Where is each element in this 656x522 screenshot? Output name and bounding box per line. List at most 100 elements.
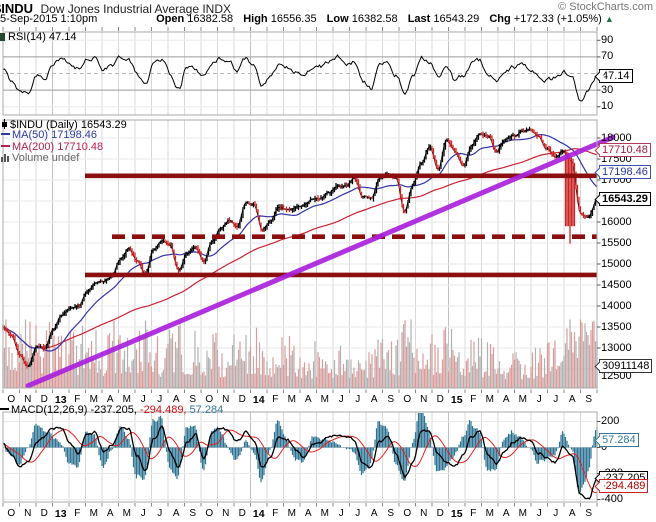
chg-value: +172.33 (+1.05%) <box>513 13 602 25</box>
x-axis-month-label: O <box>403 507 412 519</box>
x-axis-month-label: N <box>24 507 32 519</box>
x-axis-month-label: F <box>470 394 477 405</box>
x-axis-month-label: D <box>40 507 48 519</box>
legend-item-label: $INDU (Daily) 16543.29 <box>10 119 127 131</box>
x-axis-month-label: A <box>370 394 378 405</box>
price-axis-tick-label: 15500 <box>601 236 632 249</box>
x-axis-month-label: S <box>387 507 395 519</box>
x-axis-month-label: D <box>436 394 444 405</box>
x-axis-month-label: M <box>287 394 296 405</box>
x-axis-month-label: 14 <box>252 507 265 520</box>
x-axis-month-label: S <box>585 507 593 519</box>
price-axis-tick-label: 14000 <box>601 299 632 312</box>
x-axis-month-label: O <box>403 394 412 405</box>
quote-open: Open 16382.58 <box>156 13 233 25</box>
x-axis-month-label: J <box>355 507 361 519</box>
x-axis-month-label: 15 <box>450 394 463 406</box>
ma50-line <box>2 133 598 352</box>
open-label: Open <box>156 13 185 25</box>
x-axis-month-label: A <box>304 507 312 519</box>
macd-axis-tick-label: -400 <box>601 493 624 505</box>
volume-bars-icon <box>1 152 12 164</box>
trendline <box>25 134 616 389</box>
x-axis-month-label: F <box>470 507 477 519</box>
x-axis-month-label: M <box>518 394 527 405</box>
x-axis-month-label: O <box>205 394 214 405</box>
x-axis-month-label: 13 <box>54 507 67 520</box>
x-axis-month-label: J <box>553 394 559 405</box>
x-axis-month-label: D <box>238 507 246 519</box>
x-axis-month-label: N <box>24 394 32 405</box>
rsi-axis-tick-label: 90 <box>601 33 614 46</box>
price-legend: $INDU (Daily) 16543.29 MA(50) 17198.46 MA(… <box>1 119 127 164</box>
x-axis-month-label: M <box>122 507 131 519</box>
macd-legend: MACD(12,26,9) -237.205, -294.489, 57.284 <box>0 404 223 416</box>
x-axis-month-label: A <box>502 507 510 519</box>
x-axis-month-label: A <box>568 394 576 405</box>
x-axis-month-label: J <box>536 394 542 405</box>
x-axis-month-label: 13 <box>54 394 67 406</box>
x-axis-month-label: M <box>89 394 98 405</box>
macd-axis-tick-label: 200 <box>601 415 620 427</box>
x-axis-month-label: A <box>106 507 114 519</box>
x-axis-month-label: F <box>272 394 279 405</box>
rsi-value-box: 47.14 <box>594 68 633 83</box>
low-label: Low <box>326 13 349 25</box>
x-axis-month-label: N <box>420 394 428 405</box>
page-title: Dow Jones Industrial Average INDX <box>40 2 232 16</box>
x-axis-month-label: J <box>355 394 361 405</box>
quote-low: Low 16382.58 <box>327 13 398 25</box>
x-axis-month-label: A <box>106 394 114 405</box>
x-axis-month-label: J <box>140 394 146 405</box>
x-axis-month-label: F <box>74 394 81 405</box>
macd-label-part: -294.489, <box>136 404 187 416</box>
quote-high: High 16556.35 <box>243 13 316 25</box>
low-value: 16382.58 <box>351 13 398 25</box>
x-axis-month-label: N <box>222 394 230 405</box>
x-axis-month-label: J <box>338 507 344 519</box>
chart-datetime: 5-Sep-2015 1:10pm <box>0 13 98 25</box>
high-label: High <box>243 13 268 25</box>
candlestick-icon <box>1 119 10 131</box>
x-axis-month-label: D <box>238 394 246 405</box>
x-axis-month-label: A <box>502 394 510 405</box>
x-axis-month-label: O <box>7 394 16 405</box>
x-axis-month-label: F <box>272 507 279 519</box>
support-resistance-lines <box>85 173 597 278</box>
macd-main-line <box>2 425 598 500</box>
legend-item: $INDU (Daily) 16543.29 <box>1 119 127 131</box>
legend-item: MA(50) 17198.46 <box>1 130 127 141</box>
x-axis-month-label: 15 <box>450 507 463 520</box>
open-value: 16382.58 <box>187 13 234 25</box>
x-axis-month-label: M <box>518 507 527 519</box>
macd-value-box: 57.284 <box>594 433 639 448</box>
ma-line-icon <box>1 144 10 147</box>
rsi-axis-tick-label: 10 <box>601 100 614 113</box>
legend-item-label: MA(50) 17198.46 <box>12 129 97 142</box>
quote-line: 5-Sep-2015 1:10pm Open 16382.58 High 165… <box>0 13 621 25</box>
x-axis-month-label: S <box>189 394 197 405</box>
x-axis-month-label: D <box>436 507 444 519</box>
x-axis-month-label: S <box>585 394 593 405</box>
x-axis-month-label: J <box>157 507 163 519</box>
macd-value-box: -294.489 <box>594 478 649 493</box>
x-axis-month-label: 14 <box>252 394 265 406</box>
x-axis-month-label: J <box>553 507 559 519</box>
chg-label: Chg <box>489 13 511 25</box>
x-axis-month-label: M <box>287 507 296 519</box>
macd-series-icon <box>0 408 9 410</box>
last-label: Last <box>407 13 431 25</box>
x-axis-month-label: A <box>172 394 180 405</box>
x-axis-month-label: M <box>485 394 494 405</box>
price-axis-tick-label: 15000 <box>601 257 632 270</box>
macd-label-part: MACD(12,26,9) -237.205, <box>11 404 137 416</box>
axis-tick-marks <box>2 27 601 507</box>
x-axis-month-label: A <box>304 394 312 405</box>
x-axis-month-label: M <box>320 507 329 519</box>
up-arrow-icon: ▲ <box>604 14 614 24</box>
x-axis-month-label: A <box>172 507 180 519</box>
x-axis-month-label: S <box>387 394 395 405</box>
x-axis-month-label: S <box>189 507 197 519</box>
macd-signal-line <box>3 428 598 494</box>
price-value-box: 17710.48 <box>594 143 651 158</box>
